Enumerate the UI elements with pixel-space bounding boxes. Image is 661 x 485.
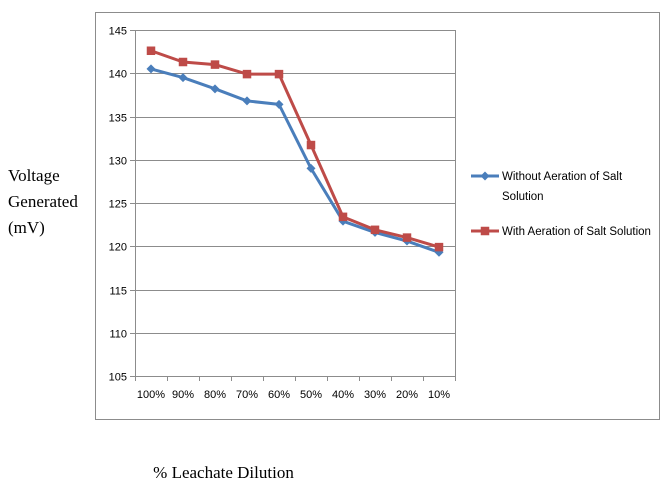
y-tick-label: 110	[109, 329, 127, 341]
series-line	[150, 67, 440, 254]
x-axis-title: % Leachate Dilution	[153, 463, 294, 482]
data-point-square	[370, 225, 380, 235]
y-tick-label: 140	[109, 69, 127, 81]
series-line	[150, 49, 440, 249]
data-point-diamond	[210, 84, 220, 94]
y-tick-label: 145	[109, 26, 127, 38]
x-tick-label: 30%	[364, 389, 386, 401]
data-point-diamond	[146, 64, 156, 74]
data-point-square	[306, 140, 316, 150]
data-point-diamond	[178, 73, 188, 83]
data-point-square	[242, 69, 252, 79]
y-tick-label: 115	[109, 286, 127, 298]
y-tick-label: 125	[109, 199, 127, 211]
legend-label: Without Aeration of Salt	[502, 171, 623, 183]
data-point-diamond	[480, 171, 490, 181]
data-point-square	[146, 46, 156, 56]
y-tick-label: 120	[109, 242, 127, 254]
y-tick-label: 135	[109, 113, 127, 125]
data-point-square	[178, 57, 188, 67]
data-point-diamond	[274, 99, 284, 109]
data-point-square	[480, 226, 490, 236]
data-point-square	[338, 212, 348, 222]
x-tick-label: 40%	[332, 389, 354, 401]
y-tick-label: 130	[109, 156, 127, 168]
x-tick-label: 10%	[428, 389, 450, 401]
x-axis-title-wrap: % Leachate Dilution	[0, 463, 661, 483]
x-tick-label: 20%	[396, 389, 418, 401]
data-point-square	[402, 233, 412, 242]
data-point-square	[274, 69, 284, 79]
y-tick-label: 105	[109, 372, 127, 384]
data-point-square	[434, 242, 444, 252]
x-tick-label: 100%	[137, 389, 165, 401]
data-point-diamond	[306, 163, 316, 173]
y-axis-title: Voltage Generated (mV)	[8, 166, 78, 237]
legend-label: With Aeration of Salt Solution	[502, 226, 651, 238]
data-point-square	[210, 60, 220, 69]
x-tick-label: 80%	[204, 389, 226, 401]
data-point-diamond	[242, 96, 252, 106]
x-tick-label: 90%	[172, 389, 194, 401]
x-tick-label: 60%	[268, 389, 290, 401]
x-tick-label: 50%	[300, 389, 322, 401]
x-tick-label: 70%	[236, 389, 258, 401]
legend-label: Solution	[502, 191, 544, 203]
